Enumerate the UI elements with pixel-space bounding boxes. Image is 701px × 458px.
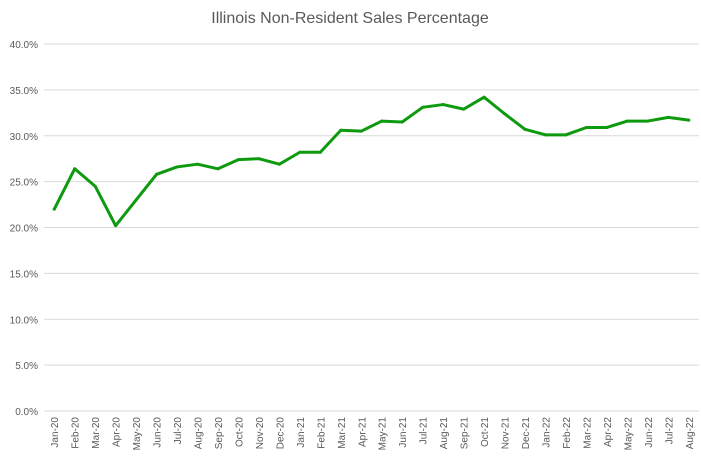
x-tick-label: Nov-20 — [255, 417, 266, 450]
x-tick-label: May-20 — [132, 417, 143, 451]
y-tick-label: 30.0% — [10, 132, 38, 143]
y-tick-label: 40.0% — [10, 40, 38, 51]
data-point — [236, 158, 240, 162]
data-point — [380, 119, 384, 123]
data-point — [93, 184, 97, 188]
data-point — [543, 133, 547, 137]
y-tick-label: 35.0% — [10, 86, 38, 97]
data-point — [359, 129, 363, 133]
data-point — [134, 198, 138, 202]
x-tick-label: May-22 — [623, 417, 634, 451]
x-tick-label: Jul-20 — [173, 417, 184, 445]
data-point — [339, 128, 343, 132]
x-tick-label: Sep-20 — [214, 417, 225, 450]
y-tick-label: 5.0% — [15, 361, 38, 372]
data-point — [523, 127, 527, 131]
x-tick-label: Mar-21 — [337, 417, 348, 449]
x-tick-label: Jan-20 — [50, 417, 61, 448]
data-point — [73, 167, 77, 171]
data-point — [298, 150, 302, 154]
y-tick-label: 0.0% — [15, 407, 38, 418]
data-point — [257, 157, 261, 161]
x-tick-label: Jun-21 — [398, 417, 409, 448]
data-point — [646, 119, 650, 123]
data-point — [318, 150, 322, 154]
y-tick-label: 10.0% — [10, 315, 38, 326]
x-tick-label: Apr-22 — [603, 417, 614, 447]
data-point — [400, 120, 404, 124]
x-tick-label: Mar-20 — [91, 417, 102, 449]
data-point — [503, 112, 507, 116]
data-point — [687, 118, 691, 122]
data-point — [114, 224, 118, 228]
x-tick-label: Jan-21 — [296, 417, 307, 448]
data-point — [666, 115, 670, 119]
series-line — [52, 95, 691, 228]
y-tick-label: 25.0% — [10, 178, 38, 189]
x-tick-label: Feb-21 — [316, 417, 327, 449]
data-point — [605, 125, 609, 129]
data-point — [564, 133, 568, 137]
data-point — [277, 162, 281, 166]
x-tick-label: Jul-21 — [419, 417, 430, 445]
x-tick-label: Jun-22 — [644, 417, 655, 448]
x-tick-label: Aug-20 — [194, 417, 205, 450]
x-tick-label: Jan-22 — [541, 417, 552, 448]
x-tick-label: Jul-22 — [664, 417, 675, 445]
data-point — [175, 165, 179, 169]
data-point — [52, 207, 56, 211]
x-tick-label: Feb-22 — [562, 417, 573, 449]
data-point — [584, 125, 588, 129]
x-tick-label: Mar-22 — [582, 417, 593, 449]
data-point — [421, 105, 425, 109]
y-tick-label: 20.0% — [10, 224, 38, 235]
x-tick-label: Dec-20 — [275, 417, 286, 450]
x-tick-label: Nov-21 — [501, 417, 512, 450]
x-tick-label: Dec-21 — [521, 417, 532, 450]
x-tick-label: Oct-21 — [480, 417, 491, 447]
x-tick-label: Apr-20 — [112, 417, 123, 447]
x-tick-label: Aug-22 — [685, 417, 696, 450]
x-tick-label: May-21 — [378, 417, 389, 451]
data-point — [216, 167, 220, 171]
x-tick-label: Oct-20 — [234, 417, 245, 447]
x-tick-label: Jun-20 — [153, 417, 164, 448]
x-tick-label: Feb-20 — [71, 417, 82, 449]
y-tick-label: 15.0% — [10, 269, 38, 280]
data-point — [441, 103, 445, 107]
data-point — [462, 107, 466, 111]
data-point — [196, 162, 200, 166]
x-tick-label: Apr-21 — [357, 417, 368, 447]
x-tick-label: Sep-21 — [460, 417, 471, 450]
x-tick-label: Aug-21 — [439, 417, 450, 450]
chart-title: Illinois Non-Resident Sales Percentage — [211, 10, 489, 27]
data-point — [155, 172, 159, 176]
data-point — [625, 119, 629, 123]
data-point — [482, 95, 486, 99]
